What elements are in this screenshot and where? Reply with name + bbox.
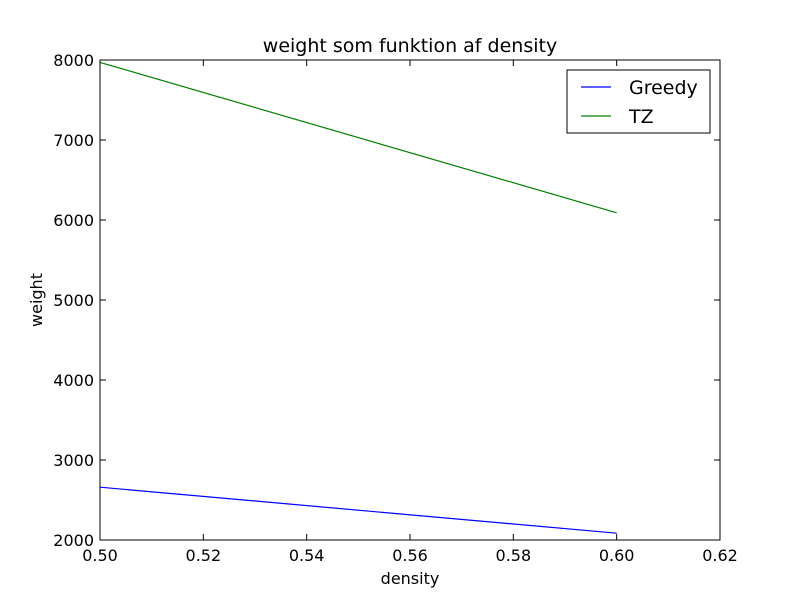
x-tick-label: 0.60 (599, 546, 635, 565)
legend-label-tz: TZ (628, 106, 654, 128)
series-layer (99, 61, 617, 534)
chart-title: weight som funktion af density (263, 35, 557, 57)
tick-labels-layer: 0.50 0.52 0.54 0.56 0.58 0.60 0.62 2000 3000 4000… (53, 51, 738, 565)
x-tick-label: 0.54 (289, 546, 325, 565)
series-line-tz (99, 61, 617, 214)
series-line-greedy (99, 486, 617, 534)
legend-box (566, 69, 711, 134)
x-tick-label: 0.58 (496, 546, 532, 565)
x-axis-label: density (381, 569, 440, 588)
y-tick-label: 3000 (53, 451, 94, 470)
y-tick-label: 8000 (53, 51, 94, 70)
y-tick-label: 4000 (53, 371, 94, 390)
y-tick-label: 5000 (53, 291, 94, 310)
y-axis-label: weight (27, 273, 46, 327)
y-tick-label: 6000 (53, 211, 94, 230)
x-tick-label: 0.50 (82, 546, 118, 565)
y-tick-label: 2000 (53, 531, 94, 550)
x-tick-label: 0.52 (186, 546, 222, 565)
x-tick-label: 0.56 (392, 546, 428, 565)
ticks-layer (99, 59, 721, 541)
legend: Greedy TZ (566, 69, 711, 134)
x-tick-label: 0.62 (702, 546, 738, 565)
plot-frame (99, 59, 721, 541)
legend-label-greedy: Greedy (629, 77, 698, 99)
plot-area (99, 59, 721, 541)
y-tick-label: 7000 (53, 131, 94, 150)
